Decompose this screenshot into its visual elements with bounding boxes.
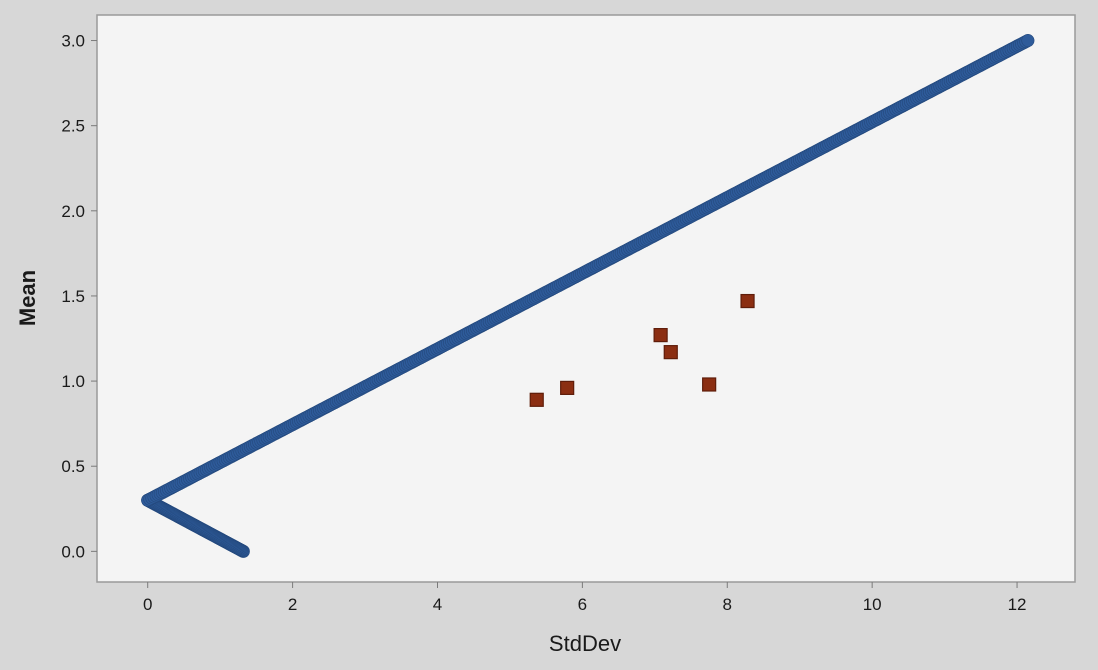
x-tick-label: 10 — [863, 595, 882, 614]
series-circle-band — [141, 34, 1035, 558]
x-axis-title: StdDev — [549, 631, 621, 656]
data-series — [141, 34, 1035, 558]
data-point — [529, 392, 544, 407]
series-square-points — [529, 293, 755, 407]
data-point — [663, 345, 678, 360]
data-point — [702, 377, 717, 392]
y-tick-label: 0.0 — [61, 542, 85, 561]
x-tick-label: 8 — [723, 595, 732, 614]
y-tick-label: 3.0 — [61, 32, 85, 51]
y-tick-label: 2.5 — [61, 117, 85, 136]
x-tick-label: 4 — [433, 595, 442, 614]
x-tick-label: 6 — [578, 595, 587, 614]
y-axis-ticks: 0.0 0.5 1.0 1.5 2.0 2.5 3.0 — [61, 32, 97, 561]
x-tick-label: 2 — [288, 595, 297, 614]
plot-area — [96, 14, 1076, 583]
y-tick-label: 2.0 — [61, 202, 85, 221]
x-tick-label: 0 — [143, 595, 152, 614]
y-axis-title: Mean — [15, 270, 40, 326]
y-tick-label: 1.0 — [61, 372, 85, 391]
y-tick-label: 1.5 — [61, 287, 85, 306]
data-point — [560, 380, 575, 395]
y-tick-label: 0.5 — [61, 457, 85, 476]
data-point — [740, 293, 755, 309]
x-axis-ticks: 0 2 4 6 8 10 12 — [143, 582, 1027, 614]
data-point — [1021, 34, 1035, 48]
data-point — [653, 328, 668, 343]
x-tick-label: 12 — [1008, 595, 1027, 614]
